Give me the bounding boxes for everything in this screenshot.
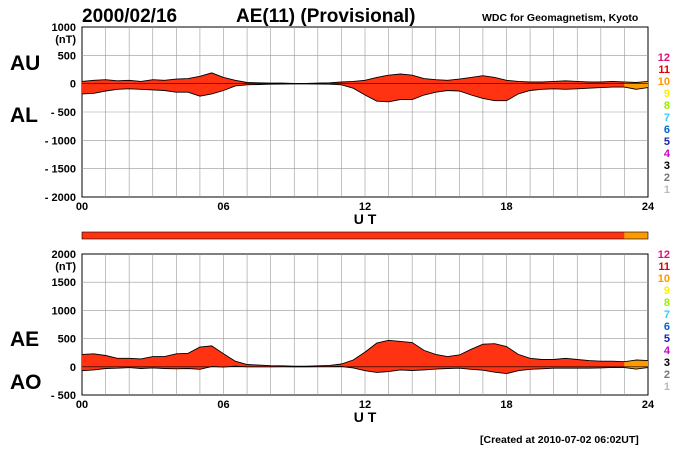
al-label: AL (10, 104, 38, 127)
legend-station-6: 6 (664, 124, 670, 136)
ae-label: AE (10, 328, 39, 351)
plot-title: AE(11) (Provisional) (236, 6, 416, 27)
legend-station-1: 1 (664, 381, 670, 393)
panel-0: 1000 500 0 - 500 - 1000 - 1500 - 2000 (nT) 00 06 1… (45, 22, 655, 227)
ao-label: AO (10, 371, 42, 394)
y-tick-label: 500 (58, 50, 76, 62)
legend-station-9: 9 (664, 88, 670, 100)
y-unit-label: (nT) (55, 34, 76, 46)
x-tick-label: 00 (76, 201, 88, 213)
legend-station-9: 9 (664, 285, 670, 297)
legend-station-4: 4 (664, 345, 671, 357)
legend-station-12: 12 (658, 52, 670, 64)
legend-station-11: 11 (658, 261, 670, 273)
legend-station-11: 11 (658, 64, 670, 76)
plot-date: 2000/02/16 (82, 6, 177, 27)
legend-station-6: 6 (664, 321, 670, 333)
legend-station-7: 7 (664, 112, 670, 124)
legend-station-7: 7 (664, 309, 670, 321)
legend-station-8: 8 (664, 100, 670, 112)
legend-station-3: 3 (664, 160, 670, 172)
legend-station-10: 10 (658, 273, 670, 285)
x-tick-label: 00 (76, 399, 88, 411)
legend-station-3: 3 (664, 357, 670, 369)
x-tick-label: 24 (642, 399, 655, 411)
y-tick-label: 1500 (52, 277, 76, 289)
created-timestamp: [Created at 2010-07-02 06:02UT] (480, 434, 639, 446)
y-tick-label: 1000 (52, 22, 76, 34)
panels-layer: 1000 500 0 - 500 - 1000 - 1500 - 2000 (nT) 00 06 1… (45, 22, 655, 425)
y-tick-label: 0 (70, 362, 76, 374)
y-tick-label: 0 (70, 79, 76, 91)
series-line-ae (81, 339, 649, 367)
source-label: WDC for Geomagnetism, Kyoto (482, 12, 638, 24)
area-fill-11-stations (82, 72, 625, 102)
area-fill-11-stations (82, 340, 625, 374)
x-tick-label: 12 (359, 399, 371, 411)
legend-station-5: 5 (664, 333, 670, 345)
au-label: AU (10, 52, 40, 75)
panel-1: 2000 1500 1000 500 0 - 500 (nT) 00 06 12 18 24 U T (51, 249, 655, 425)
series-line-au (81, 72, 649, 84)
legend-station-1: 1 (664, 184, 670, 196)
station-bar-frame (81, 231, 649, 240)
x-tick-label: 06 (217, 201, 229, 213)
series-line-al (81, 83, 649, 103)
x-tick-label: 12 (359, 201, 371, 213)
y-tick-label: - 500 (51, 390, 76, 402)
y-tick-label: - 500 (51, 107, 76, 119)
x-tick-label: 18 (500, 201, 512, 213)
legend-station-10: 10 (658, 76, 670, 88)
station-bar-segment (624, 232, 648, 239)
legend-station-2: 2 (664, 369, 670, 381)
y-tick-label: - 2000 (45, 192, 76, 204)
y-tick-label: - 1500 (45, 164, 76, 176)
y-tick-label: 500 (58, 334, 76, 346)
legend-station-12: 12 (658, 249, 670, 261)
y-tick-label: - 1000 (45, 135, 76, 147)
x-tick-label: 18 (500, 399, 512, 411)
legend-station-5: 5 (664, 136, 670, 148)
x-tick-label: 06 (217, 399, 229, 411)
x-tick-label: 24 (642, 201, 655, 213)
station-count-bar (81, 231, 649, 240)
station-bar-segment (82, 232, 625, 239)
legend-station-2: 2 (664, 172, 670, 184)
x-axis-title: U T (354, 409, 377, 425)
y-tick-label: 1000 (52, 305, 76, 317)
x-axis-title: U T (354, 211, 377, 227)
legend-station-4: 4 (664, 148, 671, 160)
series-line-ao (81, 365, 649, 375)
legend-station-8: 8 (664, 297, 670, 309)
y-tick-label: 2000 (52, 249, 76, 261)
y-unit-label: (nT) (55, 261, 76, 273)
